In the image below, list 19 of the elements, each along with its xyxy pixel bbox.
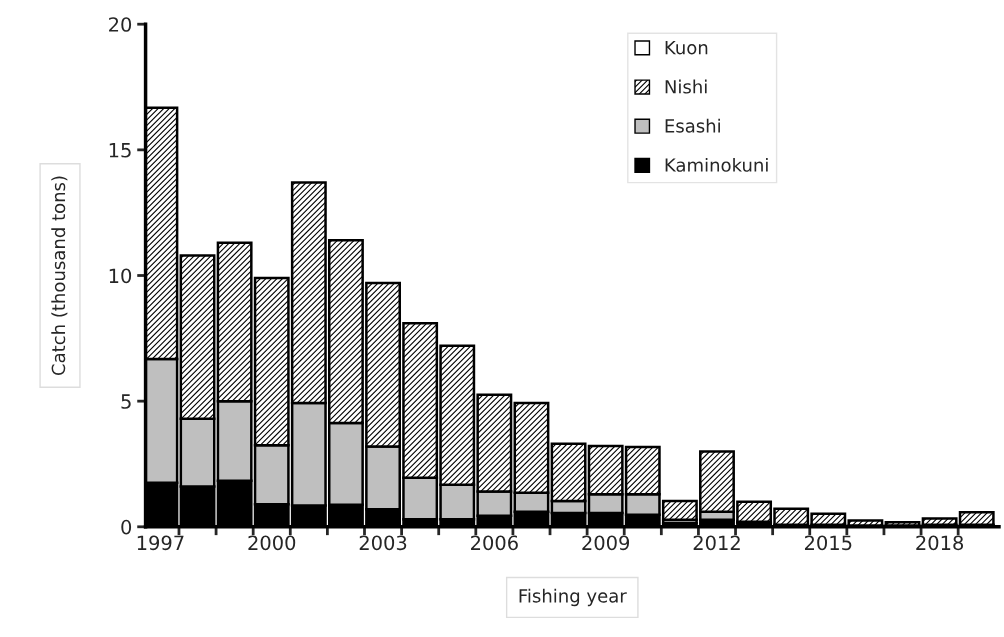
x-tick-label: 2006 bbox=[471, 535, 518, 551]
x-tick-label: 2012 bbox=[693, 535, 740, 551]
x-axis-title: Fishing year bbox=[519, 588, 627, 607]
legend-label: Nishi bbox=[665, 79, 707, 94]
legend-label: Esashi bbox=[665, 118, 720, 133]
y-tick-label: 0 bbox=[121, 519, 132, 535]
legend-label: Kaminokuni bbox=[665, 157, 768, 172]
x-tick-label: 2000 bbox=[248, 535, 296, 551]
y-tick-label: 10 bbox=[109, 268, 132, 284]
y-tick-label: 20 bbox=[109, 17, 132, 32]
x-tick-label: 2018 bbox=[916, 535, 964, 551]
x-tick-label: 1997 bbox=[137, 535, 184, 551]
legend-label: Kuon bbox=[665, 41, 708, 55]
y-tick-label: 5 bbox=[121, 394, 131, 409]
x-tick-label: 2015 bbox=[804, 535, 852, 551]
x-tick-label: 2009 bbox=[582, 535, 630, 551]
x-tick-label: 2003 bbox=[359, 535, 407, 551]
y-tick-label: 15 bbox=[109, 143, 131, 158]
y-axis-title: Catch (thousand tons) bbox=[51, 176, 68, 376]
